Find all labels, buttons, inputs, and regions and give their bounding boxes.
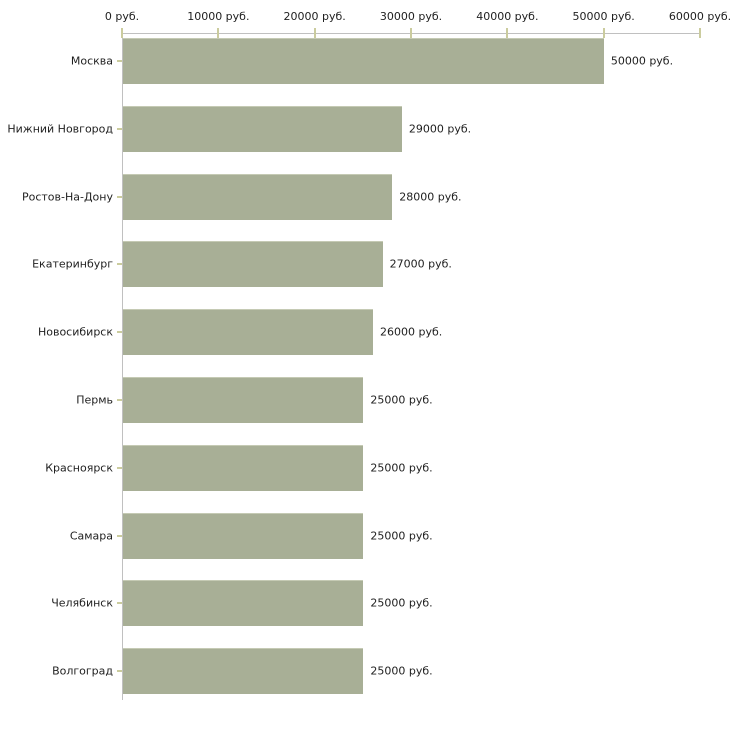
x-axis-tick-label: 30000 руб. [379, 10, 443, 23]
x-axis-tick-label: 60000 руб. [668, 10, 730, 23]
category-tick-mark [117, 534, 122, 537]
bar [123, 173, 393, 220]
category-tick-mark [117, 195, 122, 198]
x-axis-tick-mark [506, 28, 509, 38]
value-label: 25000 руб. [370, 393, 433, 407]
bar [123, 377, 364, 423]
bar-row: Волгоград 25000 руб. [52, 648, 700, 695]
value-label: 28000 руб. [399, 190, 462, 204]
bar-row: Пермь 25000 руб. [76, 377, 700, 423]
value-label: 25000 руб. [370, 461, 433, 475]
bar [123, 105, 402, 152]
category-tick-mark [117, 602, 122, 605]
bar-row: Красноярск 25000 руб. [45, 444, 700, 491]
x-axis-tick-label: 20000 руб. [283, 10, 346, 23]
bar [123, 512, 364, 559]
category-label: Самара [69, 529, 113, 543]
bar-row: Челябинск 25000 руб. [51, 580, 700, 627]
bar-row: Самара 25000 руб. [70, 512, 700, 559]
category-tick-mark [117, 670, 122, 673]
category-tick-mark [117, 60, 122, 62]
bar-row: Москва 50000 руб. [71, 38, 700, 84]
value-label: 25000 руб. [370, 596, 433, 610]
value-label: 29000 руб. [408, 122, 472, 136]
x-axis-tick-mark [121, 28, 123, 38]
bar [123, 444, 364, 491]
value-label: 50000 руб. [610, 54, 674, 68]
category-tick-mark [117, 127, 122, 130]
bar-row: Новосибирск 26000 руб. [38, 309, 700, 356]
x-axis-tick-label: 50000 руб. [572, 10, 635, 23]
value-label: 27000 руб. [389, 257, 452, 271]
bar-row: Екатеринбург 27000 руб. [32, 241, 700, 288]
category-label: Ростов-На-Дону [21, 190, 113, 204]
bar [123, 38, 604, 84]
bar [123, 309, 374, 356]
category-label: Волгоград [52, 664, 113, 678]
bar [123, 580, 364, 627]
category-label: Пермь [76, 393, 113, 407]
plot-area: Москва 50000 руб. Нижний Новгород 29000 руб… [7, 33, 700, 700]
bar-row: Ростов-На-Дону 28000 руб. [22, 173, 700, 220]
category-tick-mark [117, 331, 122, 334]
x-axis-tick-mark [313, 28, 316, 38]
bar-row: Нижний Новгород 29000 руб. [7, 105, 700, 152]
value-label: 26000 руб. [380, 325, 443, 339]
category-label: Новосибирск [37, 325, 113, 339]
category-label: Нижний Новгород [7, 122, 113, 136]
x-axis-tick-mark [217, 28, 220, 38]
bar [123, 648, 364, 695]
value-label: 25000 руб. [370, 664, 433, 678]
x-axis-tick-label: 0 руб. [104, 10, 140, 23]
category-label: Москва [70, 54, 113, 68]
x-axis-tick-label: 40000 руб. [476, 10, 539, 23]
category-label: Красноярск [45, 461, 113, 475]
category-label: Екатеринбург [32, 257, 113, 271]
category-tick-mark [117, 399, 122, 401]
x-axis-tick-mark [699, 28, 701, 38]
category-tick-mark [117, 263, 122, 266]
bar [123, 241, 383, 288]
value-label: 25000 руб. [370, 529, 433, 543]
x-axis-tick-mark [602, 28, 605, 38]
category-label: Челябинск [51, 596, 113, 610]
x-axis-tick-label: 10000 руб. [187, 10, 250, 23]
x-axis-tick-mark [410, 28, 412, 38]
category-tick-mark [117, 466, 122, 469]
